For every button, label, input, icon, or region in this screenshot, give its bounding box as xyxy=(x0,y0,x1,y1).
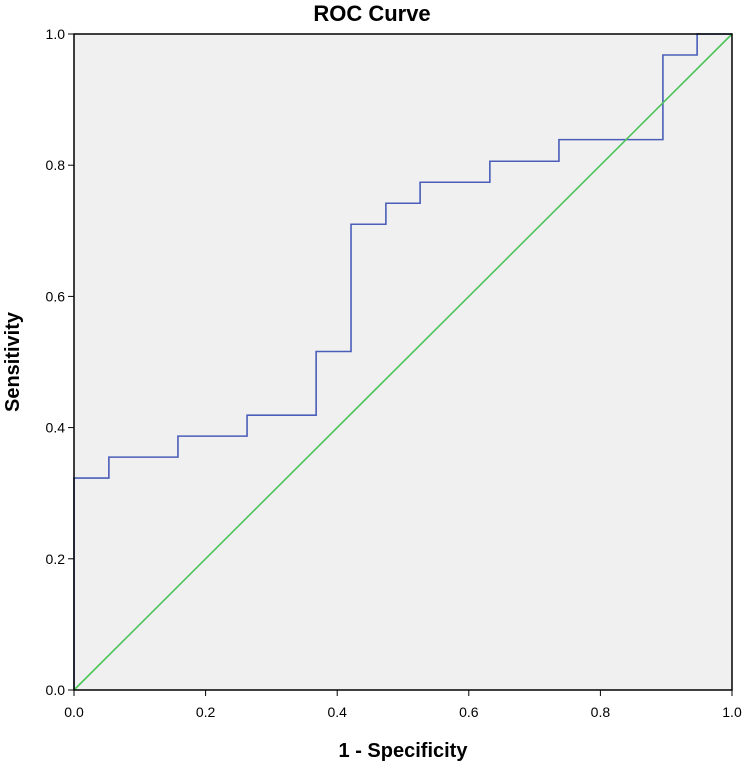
y-axis-label: Sensitivity xyxy=(2,311,24,412)
x-tick-label: 1.0 xyxy=(722,704,742,720)
x-axis-label: 1 - Specificity xyxy=(339,740,469,762)
roc-curve-line xyxy=(73,33,732,690)
y-tick-label: 1.0 xyxy=(46,26,66,42)
x-tick-label: 0.4 xyxy=(327,704,347,720)
series-layer xyxy=(73,33,733,691)
y-tick-label: 0.6 xyxy=(46,288,66,304)
x-tick-label: 0.0 xyxy=(64,704,84,720)
y-tick-label: 0.8 xyxy=(46,157,66,173)
y-tick-label: 0.2 xyxy=(46,551,66,567)
y-tick-label: 0.4 xyxy=(46,420,66,436)
chart-title: ROC Curve xyxy=(313,1,430,26)
plot-border xyxy=(73,33,733,691)
y-tick-label: 0.0 xyxy=(46,682,66,698)
x-tick-label: 0.8 xyxy=(591,704,611,720)
reference-line xyxy=(73,33,733,691)
x-tick-label: 0.6 xyxy=(459,704,479,720)
x-tick-label: 0.2 xyxy=(196,704,216,720)
ticks-layer: 0.0 0.2 0.4 0.6 0.8 1.0 0.0 0.2 0.4 0.6 0.8 1.0 xyxy=(46,26,742,720)
